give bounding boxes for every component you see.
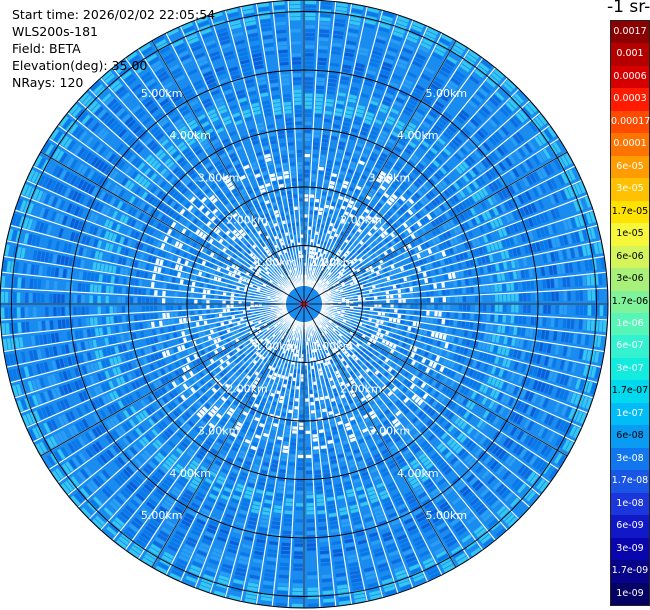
range-ring-label: 5.00km [141, 87, 183, 100]
colorbar-entry: 1e-05 [611, 223, 649, 246]
ppi-range-rings [11, 11, 597, 597]
range-ring-label: 3.00km [369, 171, 411, 184]
colorbar-entry: 1e-06 [611, 313, 649, 336]
colorbar-entry: 6e-07 [611, 335, 649, 358]
colorbar-entry: 3e-08 [611, 447, 649, 471]
colorbar-entry: 1e-08 [611, 492, 649, 516]
field-text: Field: BETA [12, 41, 81, 56]
colorbar-entry: 0.0006 [611, 65, 649, 89]
range-ring-label: 3.00km [198, 425, 240, 438]
range-ring-label: 3.00km [198, 171, 240, 184]
colorbar-entry: 3e-05 [611, 178, 649, 201]
ppi-center-marker [298, 298, 310, 310]
colorbar-entry: 3e-09 [611, 537, 649, 561]
colorbar-entry: 0.00017 [611, 110, 650, 134]
colorbar-entry: 6e-09 [611, 515, 649, 538]
colorbar-entry: 0.0003 [611, 88, 649, 111]
range-ring-label: 5.00km [426, 87, 468, 100]
range-ring-label: 4.00km [397, 129, 439, 142]
range-ring-label: 3.00km [369, 425, 411, 438]
colorbar-entry: 1.7e-07 [611, 380, 649, 403]
range-ring-label: 1.00km [255, 340, 297, 353]
colorbar-entry: 1e-07 [611, 402, 649, 426]
colorbar-entry: 6e-08 [611, 425, 649, 448]
range-ring-label: 2.00km [340, 214, 382, 227]
colorbar-entry: 6e-06 [611, 245, 649, 269]
range-ring-label: 2.00km [226, 382, 268, 395]
colorbar-entry: 1.7e-08 [611, 470, 649, 493]
colorbar: 0.0017 0.001 0.0006 0.0003 0.00017 0.0001 6e-0… [610, 20, 650, 606]
range-ring-label: 1.00km [255, 256, 297, 269]
range-ring-label: 5.00km [426, 509, 468, 522]
colorbar-entry: 0.0017 [611, 21, 649, 44]
scan-info-panel: Start time: 2026/02/02 22:05:54 WLS200s-… [12, 6, 215, 91]
range-ring-label: 2.00km [226, 214, 268, 227]
nrays-text: NRays: 120 [12, 75, 84, 90]
range-ring-label: 5.00km [141, 509, 183, 522]
colorbar-entry: 1.7e-05 [611, 200, 649, 224]
range-ring-label: 4.00km [397, 467, 439, 480]
range-ring-label: 4.00km [169, 467, 211, 480]
range-ring-label: 2.00km [340, 382, 382, 395]
start-time-text: Start time: 2026/02/02 22:05:54 [12, 7, 216, 22]
instrument-text: WLS200s-181 [12, 24, 98, 39]
ppi-azimuth-lines [0, 0, 608, 608]
colorbar-entry: 0.0001 [611, 133, 649, 156]
colorbar-entry: 6e-05 [611, 155, 649, 179]
colorbar-entry: 0.001 [611, 43, 649, 66]
colorbar-entry: 1.7e-09 [611, 560, 649, 583]
colorbar-entry: 3e-07 [611, 357, 649, 381]
colorbar-entry: 3e-06 [611, 268, 649, 291]
range-ring-label: 1.00km [312, 256, 354, 269]
ppi-outer-ring [0, 0, 609, 609]
range-ring-label: 4.00km [169, 129, 211, 142]
colorbar-title: -1 sr- [607, 0, 650, 17]
range-ring-label: 1.00km [312, 340, 354, 353]
colorbar-entry: 1e-09 [611, 582, 649, 605]
ppi-scan-plot: 1.00km 1.00km 1.00km 1.00km 2.00km 2.00km 2.00… [0, 0, 609, 609]
elevation-text: Elevation(deg): 35.00 [12, 58, 148, 73]
colorbar-entry: 1.7e-06 [611, 290, 649, 313]
